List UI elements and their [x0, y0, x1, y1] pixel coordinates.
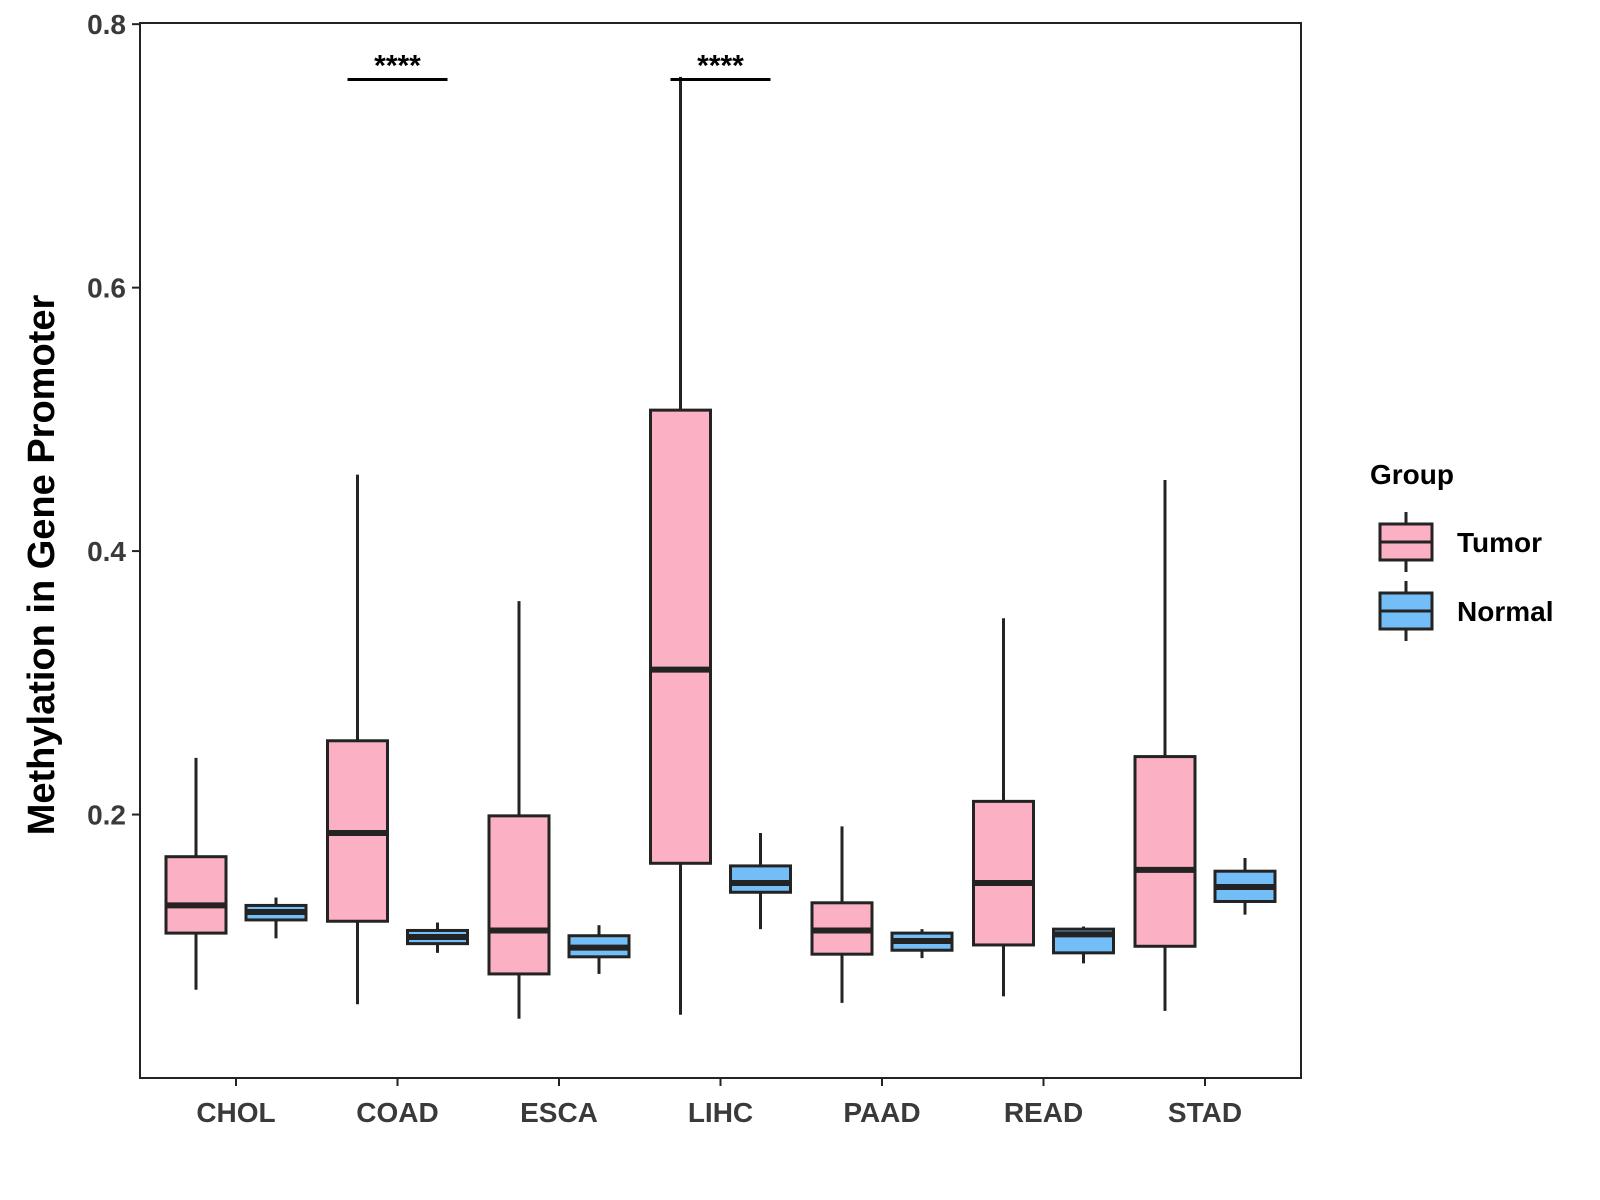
x-tick-label-read: READ	[1004, 1097, 1083, 1128]
box-body	[1133, 755, 1197, 948]
significance-annotations: **** ****	[347, 49, 771, 82]
x-tick-label-paad: PAAD	[843, 1097, 920, 1128]
box-body	[729, 864, 792, 894]
box-tumor-chol	[164, 757, 228, 990]
y-axis-label: Methylation in Gene Promoter	[21, 295, 63, 836]
x-tick-label-coad: COAD	[356, 1097, 438, 1128]
legend-entry-tumor: Tumor	[1378, 512, 1542, 572]
y-tick-label: 0.4	[87, 536, 126, 567]
box-tumor-read	[972, 618, 1035, 997]
significance-label-lihc: ****	[697, 49, 744, 82]
x-tick-label-esca: ESCA	[520, 1097, 598, 1128]
box-body	[649, 408, 712, 865]
x-tick-label-lihc: LIHC	[688, 1097, 753, 1128]
box-tumor-paad	[810, 826, 874, 1003]
x-tick-label-stad: STAD	[1168, 1097, 1242, 1128]
box-normal-coad	[406, 922, 469, 953]
box-tumor-stad	[1133, 479, 1197, 1011]
box-normal-chol	[244, 897, 308, 939]
box-normal-stad	[1213, 858, 1277, 915]
box-body	[487, 814, 551, 976]
boxplot-series	[164, 76, 1277, 1019]
significance-label-coad: ****	[374, 49, 421, 82]
y-tick-label: 0.2	[87, 800, 126, 831]
legend-label-normal: Normal	[1457, 596, 1553, 627]
y-tick-label: 0.6	[87, 273, 126, 304]
box-tumor-coad	[326, 474, 389, 1005]
box-normal-read	[1052, 926, 1115, 964]
y-axis: 0.2 0.4 0.6 0.8	[87, 9, 140, 831]
plot-panel-border	[139, 22, 1302, 1079]
legend-label-tumor: Tumor	[1457, 527, 1542, 558]
box-normal-paad	[890, 929, 954, 959]
box-body	[972, 799, 1035, 947]
legend: Group Tumor Normal	[1370, 459, 1553, 641]
box-normal-esca	[567, 925, 631, 974]
y-tick-label: 0.8	[87, 9, 126, 40]
x-tick-label-chol: CHOL	[196, 1097, 275, 1128]
box-body	[164, 855, 228, 935]
box-tumor-esca	[487, 601, 551, 1019]
box-tumor-lihc	[649, 76, 712, 1015]
x-axis: CHOL COAD ESCA LIHC PAAD READ STAD	[196, 1078, 1242, 1128]
legend-entry-normal: Normal	[1378, 581, 1553, 641]
legend-title: Group	[1370, 459, 1454, 490]
box-normal-lihc	[729, 832, 792, 930]
